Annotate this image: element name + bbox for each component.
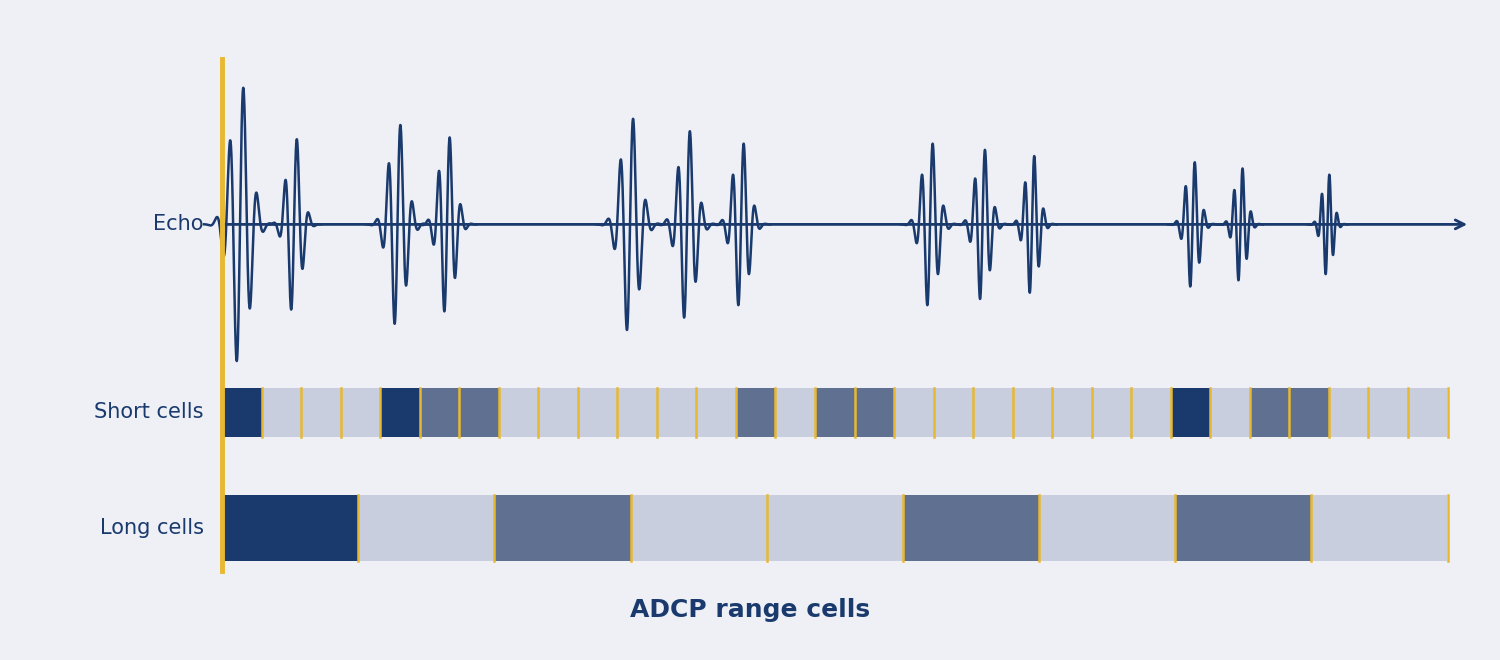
Bar bbox=[1092, 387, 1131, 437]
Bar bbox=[302, 387, 340, 437]
Bar bbox=[222, 387, 261, 437]
Bar bbox=[1311, 495, 1448, 561]
Bar bbox=[222, 495, 358, 561]
Text: Echo: Echo bbox=[153, 214, 204, 234]
Bar bbox=[736, 387, 776, 437]
Bar bbox=[1013, 387, 1052, 437]
Bar bbox=[380, 387, 420, 437]
Bar bbox=[776, 387, 814, 437]
Bar bbox=[1368, 387, 1408, 437]
Bar bbox=[855, 387, 894, 437]
Bar bbox=[1290, 387, 1329, 437]
Bar bbox=[498, 387, 538, 437]
Bar bbox=[1040, 495, 1174, 561]
Bar bbox=[630, 495, 766, 561]
Bar bbox=[1408, 387, 1448, 437]
Bar bbox=[894, 387, 933, 437]
Bar bbox=[261, 387, 302, 437]
Bar bbox=[459, 387, 498, 437]
Bar bbox=[1131, 387, 1172, 437]
Bar bbox=[933, 387, 974, 437]
Text: Long cells: Long cells bbox=[100, 518, 204, 538]
Bar bbox=[903, 495, 1040, 561]
Bar bbox=[974, 387, 1012, 437]
Bar bbox=[420, 387, 459, 437]
Bar bbox=[1210, 387, 1249, 437]
Bar bbox=[538, 387, 578, 437]
Bar bbox=[578, 387, 618, 437]
Bar bbox=[340, 387, 380, 437]
Text: Short cells: Short cells bbox=[94, 403, 204, 422]
Bar bbox=[696, 387, 736, 437]
Text: ADCP range cells: ADCP range cells bbox=[630, 599, 870, 622]
Bar bbox=[1174, 495, 1311, 561]
Bar bbox=[1250, 387, 1290, 437]
Bar bbox=[618, 387, 657, 437]
Bar bbox=[358, 495, 495, 561]
Bar bbox=[1172, 387, 1210, 437]
Bar bbox=[1052, 387, 1092, 437]
Bar bbox=[1329, 387, 1368, 437]
Bar bbox=[766, 495, 903, 561]
Bar bbox=[657, 387, 696, 437]
Bar bbox=[495, 495, 630, 561]
Bar bbox=[815, 387, 855, 437]
